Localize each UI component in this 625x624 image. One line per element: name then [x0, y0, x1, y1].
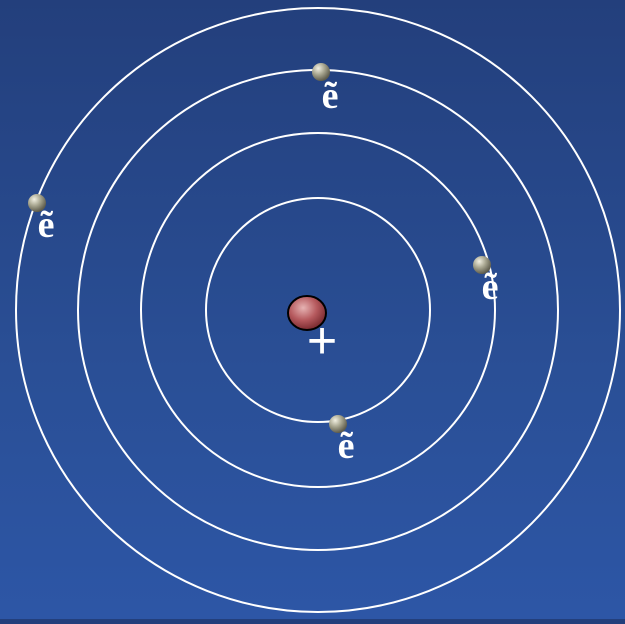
nucleus: +	[287, 295, 337, 370]
orbit-1	[205, 197, 431, 423]
electron-ball	[312, 63, 330, 81]
electron-label: ẽ	[322, 75, 339, 117]
nucleus-ball	[287, 295, 327, 331]
electron-ball	[473, 256, 491, 274]
electron-label: ẽ	[482, 266, 499, 308]
orbits-group	[15, 7, 621, 613]
electron-label: ẽ	[338, 425, 355, 467]
nucleus-charge-label: +	[307, 312, 337, 370]
electron-bottom: ẽ	[329, 415, 354, 467]
electron-left: ẽ	[28, 194, 54, 246]
electron-right: ẽ	[473, 256, 498, 308]
electron-label: ẽ	[38, 204, 55, 246]
electrons-group: ẽ ẽ ẽ ẽ	[28, 63, 498, 467]
electron-ball	[329, 415, 347, 433]
orbit-4	[15, 7, 621, 613]
electron-top: ẽ	[312, 63, 338, 117]
electron-ball	[28, 194, 46, 212]
orbit-2	[140, 132, 496, 488]
